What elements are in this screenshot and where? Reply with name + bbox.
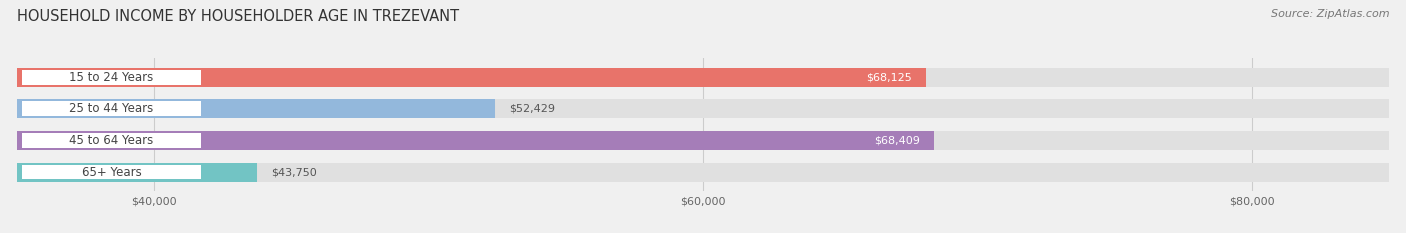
Bar [17,99,1389,118]
Bar [22,165,201,179]
Bar [17,68,1389,87]
Bar [17,131,934,150]
Text: $43,750: $43,750 [271,167,316,177]
Bar [17,99,495,118]
Text: $68,125: $68,125 [866,72,912,82]
Text: 45 to 64 Years: 45 to 64 Years [69,134,153,147]
Bar [22,70,201,85]
Text: HOUSEHOLD INCOME BY HOUSEHOLDER AGE IN TREZEVANT: HOUSEHOLD INCOME BY HOUSEHOLDER AGE IN T… [17,9,458,24]
Bar [17,131,1389,150]
Bar [17,68,927,87]
Bar [22,133,201,148]
Text: 65+ Years: 65+ Years [82,166,142,178]
Text: Source: ZipAtlas.com: Source: ZipAtlas.com [1271,9,1389,19]
Text: $52,429: $52,429 [509,104,555,114]
Text: 25 to 44 Years: 25 to 44 Years [69,102,153,115]
Bar [17,163,257,182]
Bar [17,163,1389,182]
Text: 15 to 24 Years: 15 to 24 Years [69,71,153,84]
Bar [22,101,201,116]
Text: $68,409: $68,409 [875,135,920,145]
